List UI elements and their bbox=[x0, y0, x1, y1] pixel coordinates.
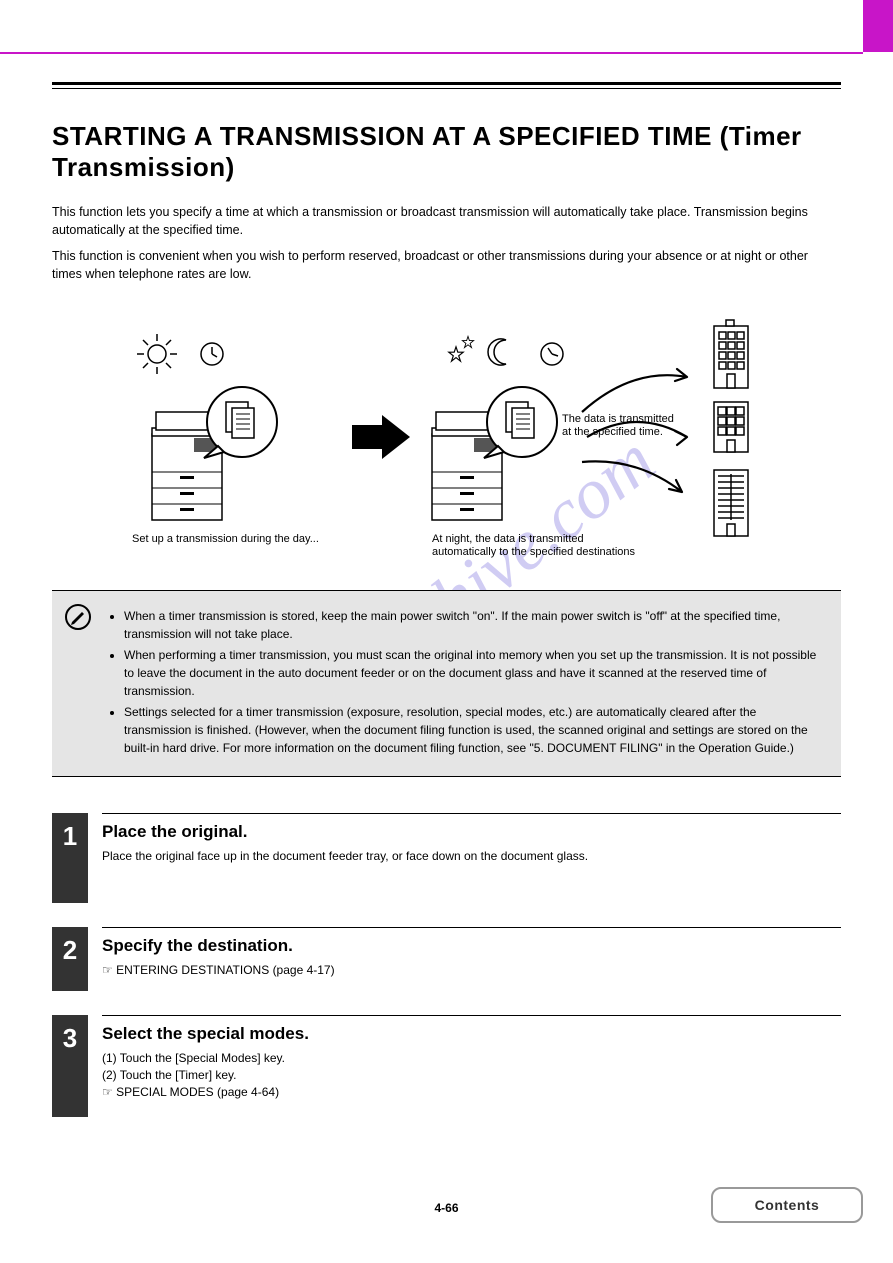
timer-transmission-diagram: Set up a transmission during the day... … bbox=[52, 312, 841, 562]
svg-text:at the specified time.: at the specified time. bbox=[562, 426, 663, 438]
diagram-caption-right: The data is transmitted bbox=[562, 413, 674, 425]
step-body-text: ☞ ENTERING DESTINATIONS (page 4-17) bbox=[102, 962, 841, 979]
page-number: 4-66 bbox=[434, 1201, 458, 1215]
page-title: STARTING A TRANSMISSION AT A SPECIFIED T… bbox=[52, 121, 841, 183]
contents-button[interactable]: Contents bbox=[711, 1187, 863, 1223]
note-item: When a timer transmission is stored, kee… bbox=[124, 607, 825, 643]
step-2: 2 Specify the destination. ☞ ENTERING DE… bbox=[52, 927, 841, 991]
step-number: 1 bbox=[52, 813, 88, 903]
title-rule bbox=[52, 82, 841, 89]
step-number: 3 bbox=[52, 1015, 88, 1117]
page-accent-tab bbox=[863, 0, 893, 52]
step-title: Select the special modes. bbox=[102, 1024, 841, 1044]
step-body-text: (1) Touch the [Special Modes] key. (2) T… bbox=[102, 1050, 841, 1102]
step-body-text: Place the original face up in the docume… bbox=[102, 848, 841, 865]
diagram-caption-bottom: At night, the data is transmitted bbox=[432, 533, 584, 545]
note-item: When performing a timer transmission, yo… bbox=[124, 646, 825, 700]
page-content: STARTING A TRANSMISSION AT A SPECIFIED T… bbox=[52, 82, 841, 1141]
cross-reference-link[interactable]: ENTERING DESTINATIONS bbox=[116, 963, 269, 977]
intro-paragraph-2: This function is convenient when you wis… bbox=[52, 247, 841, 283]
page-accent-rule bbox=[0, 52, 863, 54]
step-3: 3 Select the special modes. (1) Touch th… bbox=[52, 1015, 841, 1117]
pencil-note-icon bbox=[64, 603, 92, 631]
step-title: Place the original. bbox=[102, 822, 841, 842]
cross-reference-link[interactable]: SPECIAL MODES bbox=[116, 1085, 214, 1099]
step-number: 2 bbox=[52, 927, 88, 991]
cross-reference-page: (page 4-64) bbox=[217, 1085, 279, 1099]
diagram-caption-left: Set up a transmission during the day... bbox=[132, 533, 319, 545]
intro-paragraph-1: This function lets you specify a time at… bbox=[52, 203, 841, 239]
step-title: Specify the destination. bbox=[102, 936, 841, 956]
svg-text:automatically to the specified: automatically to the specified destinati… bbox=[432, 546, 636, 558]
step-1: 1 Place the original. Place the original… bbox=[52, 813, 841, 903]
cross-reference-page: (page 4-17) bbox=[273, 963, 335, 977]
note-item: Settings selected for a timer transmissi… bbox=[124, 703, 825, 757]
notes-box: When a timer transmission is stored, kee… bbox=[52, 590, 841, 777]
